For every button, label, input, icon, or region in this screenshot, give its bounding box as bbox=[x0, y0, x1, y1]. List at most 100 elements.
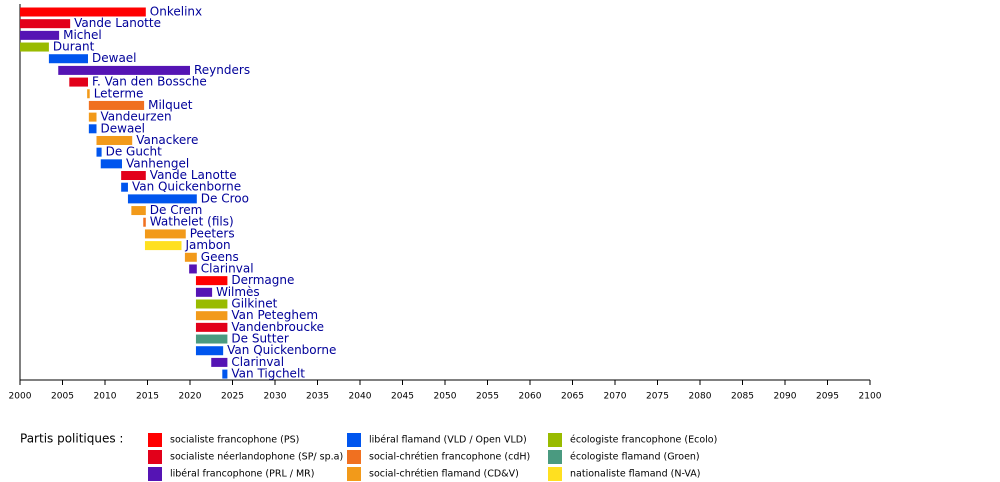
legend-swatch bbox=[148, 467, 162, 481]
bar bbox=[143, 217, 146, 227]
bar-label: Van Peteghem bbox=[231, 308, 318, 322]
legend-swatch bbox=[148, 433, 162, 447]
bar bbox=[69, 77, 88, 87]
bar bbox=[100, 159, 122, 169]
bar bbox=[87, 89, 90, 99]
bar bbox=[88, 112, 97, 122]
legend-swatch bbox=[548, 450, 562, 464]
x-tick-label: 2050 bbox=[434, 392, 457, 402]
bar-label: Milquet bbox=[148, 98, 193, 112]
bar-label: Van Quickenborne bbox=[132, 180, 241, 194]
x-tick-label: 2020 bbox=[179, 392, 202, 402]
bar-label: Dewael bbox=[101, 121, 146, 135]
bar-label: Wathelet (fils) bbox=[150, 215, 234, 229]
bar-label: Leterme bbox=[94, 86, 144, 100]
legend-label: social-chrétien francophone (cdH) bbox=[369, 452, 530, 463]
bar-label: Vandenbroucke bbox=[231, 320, 324, 334]
bar bbox=[58, 65, 190, 75]
bar-label: Wilmès bbox=[216, 285, 260, 299]
bar-label: Onkelinx bbox=[150, 5, 202, 19]
x-tick-label: 2045 bbox=[391, 392, 414, 402]
legend-label: socialiste néerlandophone (SP/ sp.a) bbox=[170, 452, 343, 463]
x-tick-label: 2055 bbox=[476, 392, 499, 402]
bar-label: De Croo bbox=[201, 191, 249, 205]
bar bbox=[184, 252, 197, 262]
legend-label: nationaliste flamand (N-VA) bbox=[570, 469, 700, 480]
bar-label: Michel bbox=[63, 28, 102, 42]
legend-title: Partis politiques : bbox=[20, 432, 123, 446]
legend-swatch bbox=[347, 450, 361, 464]
x-tick-label: 2060 bbox=[519, 392, 542, 402]
bar bbox=[195, 311, 228, 321]
legend-label: libéral francophone (PRL / MR) bbox=[170, 469, 315, 480]
x-tick-label: 2075 bbox=[646, 392, 669, 402]
bar bbox=[20, 42, 49, 52]
legend-label: social-chrétien flamand (CD&V) bbox=[369, 469, 519, 480]
x-tick-label: 2025 bbox=[221, 392, 244, 402]
bar bbox=[144, 241, 182, 251]
bar bbox=[88, 124, 97, 134]
legend-swatch bbox=[548, 467, 562, 481]
bar bbox=[195, 299, 228, 309]
bar bbox=[20, 19, 71, 29]
legend-label: socialiste francophone (PS) bbox=[170, 435, 299, 446]
bar-label: Vanhengel bbox=[126, 156, 189, 170]
bar-label: Jambon bbox=[185, 238, 231, 252]
x-tick-label: 2100 bbox=[859, 392, 882, 402]
bar bbox=[127, 194, 197, 204]
legend-swatch bbox=[347, 467, 361, 481]
bar bbox=[131, 206, 146, 216]
bar-label: Vandeurzen bbox=[101, 110, 172, 124]
bar-label: Vanackere bbox=[136, 133, 198, 147]
x-tick-label: 2035 bbox=[306, 392, 329, 402]
bar bbox=[144, 229, 186, 239]
bar bbox=[88, 100, 145, 110]
bar-label: Van Quickenborne bbox=[227, 343, 336, 357]
x-tick-label: 2085 bbox=[731, 392, 754, 402]
bar bbox=[48, 54, 88, 64]
x-tick-label: 2090 bbox=[774, 392, 797, 402]
bar bbox=[20, 30, 60, 40]
bar bbox=[195, 322, 228, 332]
bar bbox=[195, 287, 213, 297]
bar bbox=[96, 135, 133, 145]
bar bbox=[189, 264, 197, 274]
x-tick-label: 2010 bbox=[94, 392, 117, 402]
legend-swatch bbox=[548, 433, 562, 447]
x-tick-label: 2005 bbox=[51, 392, 74, 402]
legend-label: écologiste francophone (Ecolo) bbox=[570, 435, 717, 446]
bar-label: Dewael bbox=[92, 51, 137, 65]
legend-label: libéral flamand (VLD / Open VLD) bbox=[369, 435, 527, 446]
bar bbox=[195, 334, 228, 344]
x-tick-label: 2030 bbox=[264, 392, 287, 402]
bar-label: Clarinval bbox=[201, 261, 254, 275]
bar-label: Dermagne bbox=[231, 273, 294, 287]
bar bbox=[195, 346, 224, 356]
bar bbox=[121, 182, 128, 192]
x-tick-label: 2040 bbox=[349, 392, 372, 402]
bar-label: Durant bbox=[53, 40, 95, 54]
bar bbox=[211, 357, 228, 367]
bar-label: F. Van den Bossche bbox=[92, 75, 207, 89]
x-tick-label: 2015 bbox=[136, 392, 159, 402]
bar bbox=[20, 7, 146, 17]
bar-label: Reynders bbox=[194, 63, 250, 77]
bar-label: Peeters bbox=[190, 226, 235, 240]
bar-label: De Sutter bbox=[231, 332, 288, 346]
x-tick-label: 2095 bbox=[816, 392, 839, 402]
bar bbox=[96, 147, 102, 157]
x-tick-label: 2065 bbox=[561, 392, 584, 402]
bar-label: Vande Lanotte bbox=[74, 16, 161, 30]
bar-label: Vande Lanotte bbox=[150, 168, 237, 182]
bar-label: Gilkinet bbox=[231, 297, 277, 311]
bar-label: De Gucht bbox=[106, 145, 163, 159]
bar bbox=[222, 369, 228, 379]
bar-label: Clarinval bbox=[231, 355, 284, 369]
bar-label: Geens bbox=[201, 250, 239, 264]
bar bbox=[121, 171, 146, 181]
x-tick-label: 2070 bbox=[604, 392, 627, 402]
legend-swatch bbox=[347, 433, 361, 447]
x-tick-label: 2080 bbox=[689, 392, 712, 402]
